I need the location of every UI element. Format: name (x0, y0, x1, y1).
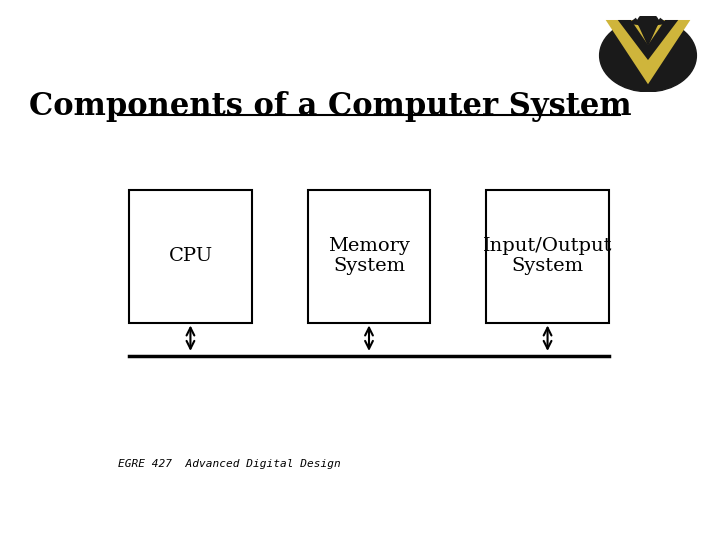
Text: EGRE 427  Advanced Digital Design: EGRE 427 Advanced Digital Design (118, 459, 341, 469)
FancyBboxPatch shape (307, 190, 431, 322)
FancyBboxPatch shape (129, 190, 252, 322)
Polygon shape (618, 20, 678, 60)
Polygon shape (606, 20, 690, 84)
Circle shape (600, 19, 696, 92)
Circle shape (638, 14, 658, 29)
Polygon shape (656, 18, 668, 25)
Text: CPU: CPU (168, 247, 212, 265)
FancyBboxPatch shape (486, 190, 609, 322)
Text: Components of a Computer System: Components of a Computer System (29, 91, 631, 122)
Polygon shape (628, 18, 640, 25)
Text: Input/Output
System: Input/Output System (483, 237, 612, 275)
Text: Memory
System: Memory System (328, 237, 410, 275)
